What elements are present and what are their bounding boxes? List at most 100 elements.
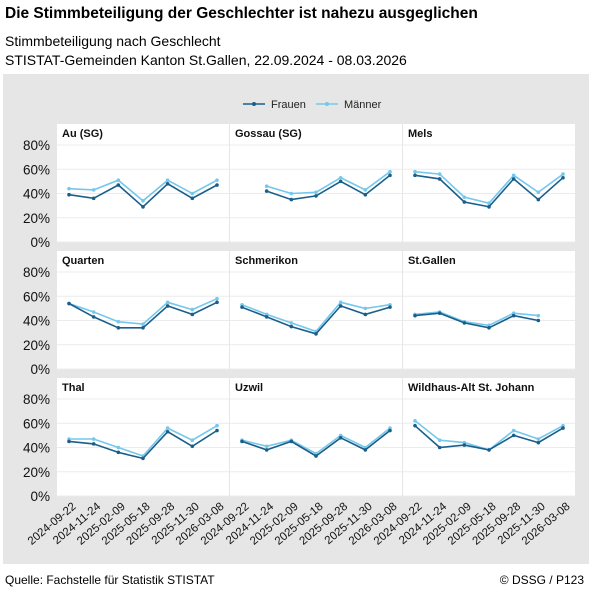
y-tick-label: 80% — [23, 265, 50, 280]
data-point-maenner — [511, 428, 516, 433]
data-point-frauen — [240, 439, 244, 444]
data-point-frauen — [91, 196, 96, 201]
data-point-frauen — [413, 313, 417, 318]
y-tick-label: 0% — [30, 235, 50, 250]
facet-title-thal: Thal — [62, 382, 85, 394]
data-point-frauen — [511, 177, 516, 181]
data-point-frauen — [289, 197, 294, 202]
panel-quarten — [57, 251, 229, 369]
y-tick-label: 80% — [23, 138, 50, 153]
legend-marker-maenner — [325, 102, 329, 106]
data-point-frauen — [264, 315, 269, 319]
y-tick-label: 60% — [23, 289, 50, 304]
legend-label-maenner: Männer — [344, 99, 382, 111]
y-tick-label: 40% — [23, 187, 50, 202]
copyright-note: © DSSG / P123 — [499, 573, 584, 587]
data-point-frauen — [338, 304, 343, 308]
y-tick-label: 20% — [23, 211, 50, 226]
facet-title-st-gallen: St.Gallen — [408, 255, 456, 267]
panel-au-sg — [57, 124, 229, 242]
y-tick-label: 20% — [23, 338, 50, 353]
data-point-frauen — [363, 192, 368, 197]
chart-subtitle-range: STISTAT-Gemeinden Kanton St.Gallen, 22.0… — [5, 52, 407, 68]
data-point-frauen — [413, 173, 417, 178]
data-point-frauen — [141, 325, 145, 330]
data-point-frauen — [462, 321, 467, 325]
data-point-maenner — [289, 191, 294, 196]
data-point-maenner — [536, 313, 541, 318]
data-point-frauen — [536, 197, 541, 202]
data-point-frauen — [536, 318, 541, 323]
y-tick-label: 0% — [30, 362, 50, 377]
data-point-frauen — [165, 182, 170, 186]
data-point-maenner — [437, 438, 442, 443]
data-point-frauen — [240, 305, 244, 309]
data-point-frauen — [338, 436, 343, 440]
data-point-maenner — [91, 437, 96, 441]
data-point-maenner — [165, 300, 170, 305]
data-point-maenner — [536, 190, 541, 195]
data-point-frauen — [67, 301, 71, 306]
data-point-frauen — [338, 179, 343, 184]
facet-title-gossau-sg: Gossau (SG) — [235, 128, 302, 140]
data-point-frauen — [116, 183, 121, 187]
y-tick-label: 40% — [23, 441, 50, 456]
panel-mels — [403, 124, 575, 242]
data-point-maenner — [190, 307, 195, 312]
data-point-frauen — [264, 189, 269, 193]
data-point-maenner — [91, 310, 96, 314]
data-point-frauen — [67, 192, 71, 197]
data-point-maenner — [388, 169, 392, 174]
data-point-maenner — [190, 438, 195, 443]
data-point-maenner — [338, 300, 343, 305]
data-point-maenner — [190, 191, 195, 196]
data-point-maenner — [536, 437, 541, 441]
data-point-frauen — [314, 454, 318, 458]
panel-schmerikon — [230, 251, 402, 369]
chart-title: Die Stimmbeteiligung der Geschlechter is… — [5, 5, 478, 22]
data-point-maenner — [116, 445, 121, 450]
y-tick-label: 60% — [23, 416, 50, 431]
data-point-frauen — [141, 456, 145, 461]
facet-title-quarten: Quarten — [62, 255, 104, 267]
facet-title-au-sg: Au (SG) — [62, 128, 103, 140]
series-line-maenner-st-gallen — [414, 311, 539, 327]
data-point-maenner — [289, 321, 294, 325]
data-point-maenner — [511, 173, 516, 178]
panel-gossau-sg — [230, 124, 402, 242]
data-point-maenner — [561, 172, 565, 176]
data-point-frauen — [116, 325, 121, 330]
data-point-frauen — [289, 439, 294, 444]
series-line-frauen-gossau-sg — [266, 174, 391, 201]
data-point-maenner — [413, 419, 417, 423]
series-line-frauen-st-gallen — [414, 312, 539, 329]
data-point-frauen — [363, 448, 368, 452]
data-point-frauen — [314, 332, 318, 336]
data-point-frauen — [190, 312, 195, 317]
data-point-frauen — [437, 445, 442, 450]
facet-title-wildhaus-alt-st-johann: Wildhaus-Alt St. Johann — [408, 382, 535, 394]
data-point-frauen — [487, 205, 491, 209]
data-point-maenner — [363, 188, 368, 192]
data-point-frauen — [91, 315, 96, 319]
data-point-frauen — [462, 443, 467, 447]
data-point-frauen — [116, 450, 121, 455]
data-point-maenner — [67, 186, 71, 191]
facet-title-schmerikon: Schmerikon — [235, 255, 298, 267]
data-point-maenner — [314, 190, 318, 195]
data-point-frauen — [190, 196, 195, 201]
data-point-frauen — [413, 423, 417, 428]
data-point-maenner — [264, 444, 269, 449]
legend-label-frauen: Frauen — [271, 99, 306, 111]
data-point-maenner — [141, 198, 145, 203]
legend-marker-frauen — [252, 102, 256, 106]
source-note: Quelle: Fachstelle für Statistik STISTAT — [5, 573, 215, 587]
data-point-frauen — [67, 439, 71, 444]
y-tick-label: 20% — [23, 465, 50, 480]
data-point-frauen — [215, 183, 219, 187]
data-point-frauen — [314, 194, 318, 198]
data-point-maenner — [215, 423, 219, 428]
data-point-maenner — [437, 172, 442, 176]
data-point-frauen — [91, 442, 96, 446]
